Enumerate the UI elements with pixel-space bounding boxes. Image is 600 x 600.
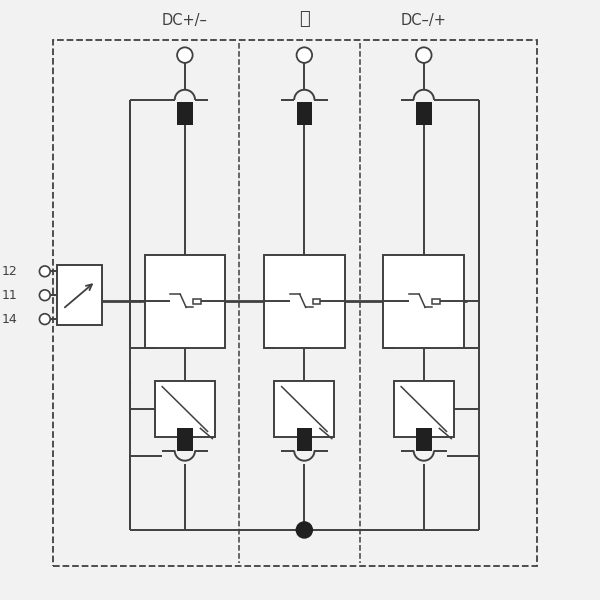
Bar [145,255,225,348]
Circle shape [296,522,312,538]
Circle shape [416,47,431,63]
Bar [53,40,537,566]
Bar [193,299,200,304]
Bar [313,299,320,304]
Bar [177,102,193,125]
Text: 14: 14 [2,313,17,326]
Bar [416,428,431,451]
Circle shape [40,314,50,325]
Bar [433,299,440,304]
Text: 11: 11 [2,289,17,302]
Circle shape [177,47,193,63]
Bar [177,428,193,451]
Bar [383,255,464,348]
Text: ⏚: ⏚ [299,10,310,28]
Bar [394,380,454,437]
Circle shape [296,47,312,63]
Bar [296,428,312,451]
Bar [296,102,312,125]
Text: DC+/–: DC+/– [162,13,208,28]
Bar [155,380,215,437]
Text: DC–/+: DC–/+ [401,13,447,28]
Bar [264,255,344,348]
Circle shape [40,266,50,277]
Bar [416,102,431,125]
Text: 12: 12 [2,265,17,278]
Bar [57,265,101,325]
Bar [274,380,334,437]
Circle shape [40,290,50,301]
